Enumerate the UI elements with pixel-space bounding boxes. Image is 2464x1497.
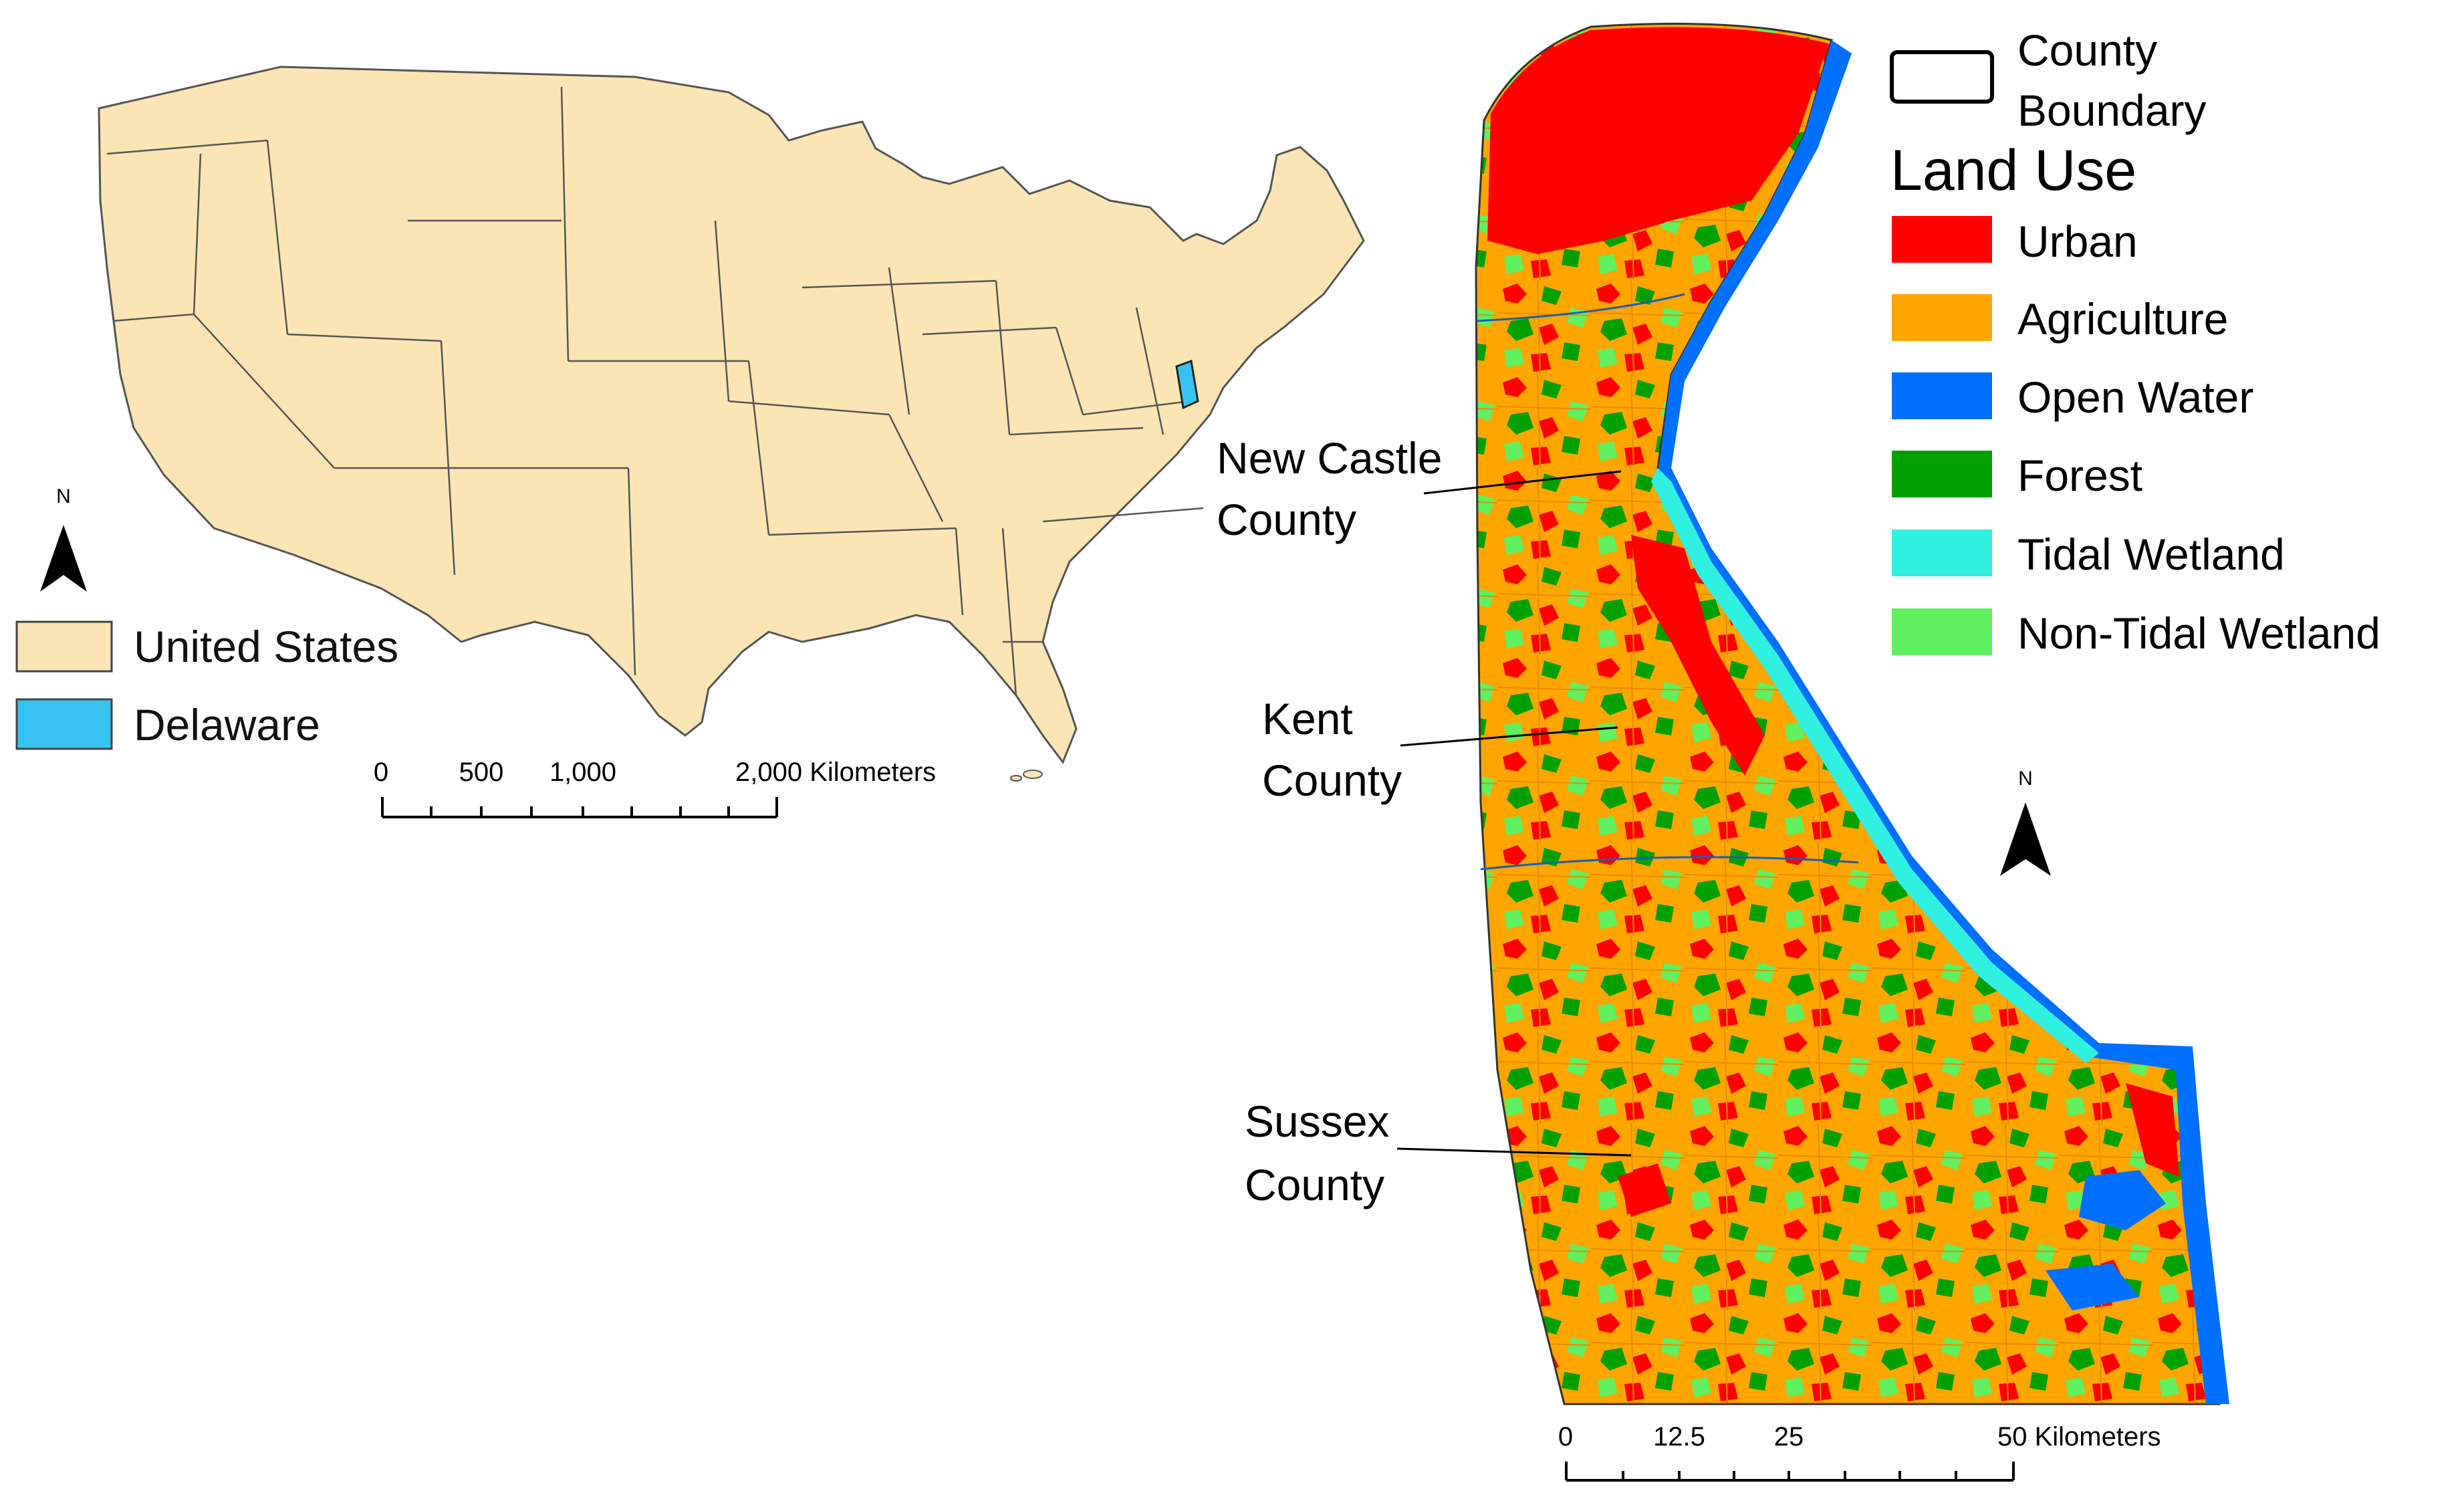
- de-legend-swatch-tidal-wetland: [1892, 530, 1992, 576]
- us-state-borders: [106, 86, 1204, 696]
- de-scale-tick-0: 0: [1558, 1422, 1573, 1452]
- county-boundary-lines: [1477, 293, 1859, 871]
- de-legend-label-tidal-wetland: Tidal Wetland: [2017, 530, 2285, 579]
- de-scale-tick-12-5: 12.5: [1653, 1422, 1705, 1452]
- delaware-highlight: [1175, 359, 1199, 410]
- de-legend-label-urban: Urban: [2017, 217, 2138, 266]
- de-legend-label-non-tidal-wetland: Non-Tidal Wetland: [2017, 608, 2380, 658]
- us-scale-bar: 0 500 1,000 2,000 Kilometers: [374, 758, 936, 818]
- de-legend-swatch-agriculture: [1892, 294, 1992, 341]
- de-scale-tick-25: 25: [1774, 1422, 1804, 1452]
- us-legend-swatch-united-states: [15, 620, 113, 673]
- county-label-new-castle: New Castle County: [1217, 433, 1622, 544]
- us-legend-label-united-states: United States: [134, 622, 398, 671]
- county-label-sussex-line2: County: [1245, 1160, 1384, 1210]
- de-legend-swatch-non-tidal-wetland: [1892, 608, 1992, 655]
- us-legend: United States Delaware: [15, 620, 398, 750]
- de-scale-tick-50: 50 Kilometers: [1997, 1422, 2161, 1452]
- county-label-kent: Kent County: [1262, 694, 1618, 805]
- us-scale-tick-2000: 2,000 Kilometers: [735, 758, 936, 787]
- us-north-arrow: N: [40, 485, 87, 592]
- us-legend-swatch-delaware: [15, 698, 113, 750]
- us-scale-tick-1000: 1,000: [549, 758, 616, 787]
- de-legend-swatch-urban: [1892, 216, 1992, 263]
- inland-bays: [2046, 1170, 2166, 1310]
- county-label-new-castle-line2: County: [1217, 495, 1356, 544]
- us-scale-tick-500: 500: [459, 758, 504, 787]
- de-legend-swatch-open-water: [1892, 372, 1992, 419]
- urban-patches: [1487, 27, 2179, 1217]
- county-label-kent-line2: County: [1262, 756, 1402, 805]
- us-map: [98, 66, 1365, 782]
- de-legend-boundary-line2: Boundary: [2017, 86, 2207, 135]
- de-legend-boundary-line1: County: [2017, 25, 2157, 75]
- us-north-label: N: [56, 485, 71, 507]
- de-legend-label-agriculture: Agriculture: [2017, 294, 2228, 344]
- county-label-sussex-line1: Sussex: [1245, 1097, 1389, 1146]
- de-legend-label-open-water: Open Water: [2017, 372, 2253, 422]
- de-legend-boundary-swatch: [1890, 50, 1994, 104]
- de-north-label: N: [2018, 768, 2033, 790]
- de-north-arrow: N: [2000, 768, 2051, 876]
- us-scale-tick-0: 0: [374, 758, 388, 787]
- florida-keys: [1010, 770, 1043, 782]
- de-legend-swatch-forest: [1892, 451, 1992, 497]
- county-label-sussex: Sussex County: [1245, 1097, 1632, 1210]
- county-label-new-castle-line1: New Castle: [1217, 433, 1442, 483]
- us-legend-label-delaware: Delaware: [134, 700, 320, 750]
- de-legend-title: Land Use: [1890, 138, 2136, 203]
- county-label-kent-line1: Kent: [1262, 694, 1353, 743]
- us-outline: [98, 66, 1365, 765]
- delaware-map: [1475, 23, 2229, 1405]
- de-scale-bar: 0 12.5 25 50 Kilometers: [1558, 1422, 2161, 1482]
- de-legend-label-forest: Forest: [2017, 451, 2142, 500]
- de-legend: County Boundary Land Use Urban Agricultu…: [1890, 25, 2380, 658]
